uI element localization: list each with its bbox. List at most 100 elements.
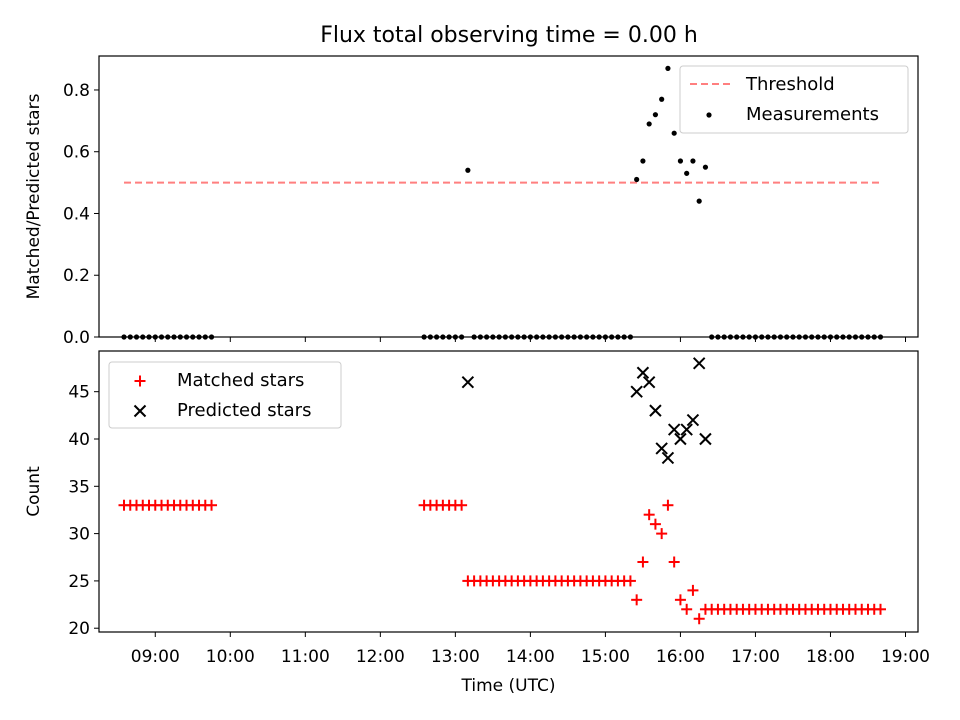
legend-measurements-label: Measurements	[746, 104, 879, 125]
measurement-point	[709, 334, 715, 340]
measurement-point	[827, 334, 834, 340]
measurement-point	[127, 334, 133, 340]
measurement-point	[427, 334, 433, 340]
bottom-panel-ylabel: Count	[24, 466, 44, 517]
bottom-panel-xtick-label: 10:00	[206, 647, 255, 667]
measurement-point	[590, 334, 596, 340]
matched-point	[668, 556, 680, 568]
predicted-point-b	[655, 442, 668, 455]
measurement-point	[871, 334, 877, 340]
measurement-point	[834, 334, 840, 340]
measurement-point	[752, 334, 759, 340]
measurement-point	[652, 112, 659, 118]
bottom-panel-xtick-label: 18:00	[806, 647, 855, 667]
legend-predicted-label: Predicted stars	[177, 400, 311, 421]
measurement-point	[565, 334, 571, 340]
top-panel-ylabel: Matched/Predicted stars	[24, 93, 44, 299]
predicted-point-b	[667, 423, 681, 436]
bottom-panel-xtick-label: 16:00	[656, 647, 705, 667]
legend-predicted-swatch	[133, 404, 147, 418]
measurement-point	[809, 334, 815, 340]
measurement-point	[784, 334, 790, 340]
measurement-point	[540, 334, 546, 340]
predicted-point	[692, 357, 706, 370]
measurement-point	[502, 334, 508, 340]
predicted-point-b	[649, 404, 662, 417]
bottom-legend: Matched stars Predicted stars	[108, 361, 342, 429]
predicted-point-b	[699, 432, 712, 446]
matched-point	[206, 499, 218, 511]
predicted-point	[642, 376, 656, 389]
predicted-point	[655, 442, 668, 455]
measurement-point	[452, 334, 458, 340]
measurement-point	[183, 334, 190, 340]
measurement-point	[559, 334, 565, 340]
measurement-point	[196, 334, 202, 340]
predicted-point-b	[636, 366, 650, 379]
predicted-point	[630, 385, 643, 398]
predicted-point	[461, 376, 475, 389]
figure-title: Flux total observing time = 0.00 h	[320, 23, 698, 48]
predicted-point-b	[461, 376, 475, 389]
measurement-point	[546, 334, 552, 340]
measurement-point	[140, 334, 146, 340]
predicted-point-b	[680, 423, 693, 436]
measurement-point	[627, 334, 634, 340]
matched-point	[631, 594, 643, 606]
measurement-point	[177, 334, 183, 340]
measurement-point	[821, 334, 827, 340]
bottom-panel-ytick-label: 25	[68, 572, 90, 592]
top-panel-ytick-label: 0.4	[63, 204, 90, 224]
measurement-point	[459, 334, 465, 340]
measurement-point	[734, 334, 740, 340]
bottom-panel-counts: 20 25 30 35 40 45 09:00 10:00 11:00 12:00 13:00 14:…	[24, 350, 930, 696]
predicted-point	[680, 423, 693, 436]
legend-predicted-swatch-b	[133, 404, 147, 418]
bottom-panel-xtick-label: 12:00	[356, 647, 405, 667]
measurement-point	[465, 167, 471, 173]
bottom-panel-ytick-label: 20	[68, 619, 90, 639]
predicted-point-b	[661, 451, 675, 465]
measurement-point	[740, 334, 746, 340]
measurement-point	[852, 334, 859, 340]
legend-threshold-label: Threshold	[745, 74, 835, 95]
measurement-point	[802, 334, 809, 340]
measurement-point	[865, 334, 871, 340]
predicted-point-b	[686, 413, 700, 427]
bottom-panel-ytick-label: 45	[68, 383, 90, 403]
measurement-point	[771, 334, 777, 340]
measurement-point	[690, 158, 696, 164]
predicted-point-b	[692, 357, 706, 370]
top-legend-box	[679, 65, 909, 134]
measurement-point	[759, 334, 765, 340]
matched-point	[456, 499, 468, 511]
measurement-point	[190, 334, 196, 340]
bottom-panel-xtick-label: 09:00	[131, 647, 180, 667]
bottom-panel-frame	[98, 350, 919, 633]
measurement-point	[571, 334, 577, 340]
predicted-point	[661, 451, 675, 465]
measurement-point	[434, 334, 440, 340]
measurement-point	[815, 334, 821, 340]
top-panel-ytick-label: 0.0	[63, 328, 90, 348]
bottom-panel-xtick-label: 19:00	[881, 647, 930, 667]
measurement-point	[621, 334, 627, 340]
measurement-point	[515, 334, 521, 340]
measurement-point	[171, 334, 177, 340]
legend-measurements-swatch	[706, 112, 712, 118]
matched-point	[656, 528, 668, 540]
matched-point	[624, 575, 636, 587]
bottom-panel-xtick-label: 14:00	[506, 647, 555, 667]
bottom-panel-ytick-label: 35	[68, 477, 90, 497]
measurement-point	[746, 334, 752, 340]
measurement-point	[509, 334, 515, 340]
matched-point	[649, 518, 661, 530]
measurement-point	[490, 334, 496, 340]
measurement-point	[121, 334, 127, 340]
measurement-point	[790, 334, 796, 340]
bottom-panel-xtick-label: 11:00	[281, 647, 330, 667]
measurement-point	[859, 334, 865, 340]
measurement-point	[146, 334, 152, 340]
measurement-point	[877, 334, 884, 340]
